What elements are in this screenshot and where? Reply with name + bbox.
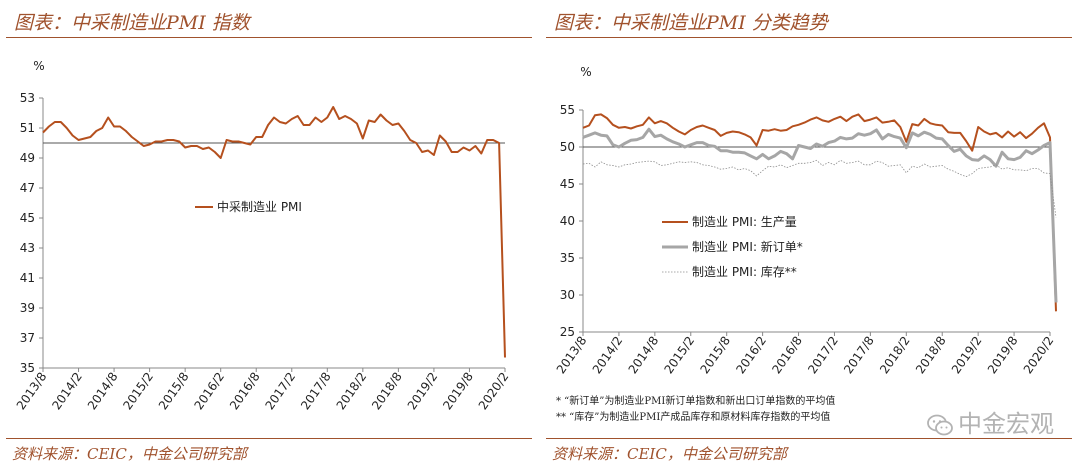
x-tick-label: 2019/2 [405, 370, 441, 413]
legend-label-3: 制造业 PMI: 库存** [692, 264, 797, 279]
legend-label-2: 制造业 PMI: 新订单* [692, 239, 803, 254]
x-tick-label: 2018/2 [877, 334, 913, 377]
x-tick-label: 2017/2 [263, 370, 299, 413]
y-tick-label: 37 [20, 331, 35, 345]
y-axis-unit: % [33, 59, 44, 73]
left-footer-rule [6, 438, 532, 439]
x-tick-label: 2018/2 [334, 370, 370, 413]
watermark-text: 中金宏观 [958, 410, 1054, 438]
y-tick-label: 55 [560, 103, 575, 117]
x-tick-label: 2017/8 [298, 370, 334, 413]
x-tick-label: 2017/2 [805, 334, 841, 377]
y-tick-label: 53 [20, 91, 35, 105]
y-tick-label: 43 [20, 241, 35, 255]
x-tick-label: 2013/8 [14, 370, 50, 413]
x-tick-label: 2019/8 [985, 334, 1021, 377]
x-tick-label: 2016/8 [227, 370, 263, 413]
footnote-inventory: ** “库存”为制造业PMI产成品库存和原材料库存指数的平均值 [556, 412, 831, 423]
x-tick-label: 2018/8 [913, 334, 949, 377]
right-title-rule [546, 37, 1072, 38]
left-title-rule [6, 37, 532, 38]
x-tick-label: 2016/2 [191, 370, 227, 413]
y-tick-label: 47 [20, 181, 35, 195]
y-tick-label: 50 [560, 140, 575, 154]
x-tick-label: 2020/2 [476, 370, 512, 413]
x-tick-label: 2015/2 [662, 334, 698, 377]
x-tick-label: 2016/8 [769, 334, 805, 377]
x-tick-label: 2017/8 [841, 334, 877, 377]
legend-label-1: 中采制造业 PMI [217, 199, 302, 214]
y-tick-label: 45 [560, 177, 575, 191]
wechat-icon [927, 414, 953, 436]
y-tick-label: 45 [20, 211, 35, 225]
x-tick-label: 2015/8 [156, 370, 192, 413]
series-line-3 [582, 159, 1057, 218]
x-tick-label: 2016/2 [733, 334, 769, 377]
left-source-note: 资料来源：CEIC，中金公司研究部 [12, 445, 247, 463]
x-tick-label: 2013/8 [554, 334, 590, 377]
x-tick-label: 2019/8 [440, 370, 476, 413]
legend-label-1: 制造业 PMI: 生产量 [692, 215, 797, 229]
x-tick-label: 2014/8 [626, 334, 662, 377]
y-tick-label: 35 [560, 251, 575, 265]
y-axis-unit: % [580, 65, 591, 79]
y-tick-label: 39 [20, 301, 35, 315]
series-line-1 [582, 113, 1057, 312]
y-tick-label: 40 [560, 214, 575, 228]
x-tick-label: 2014/8 [85, 370, 121, 413]
right-chart-title: 图表：中采制造业PMI 分类趋势 [554, 12, 828, 34]
right-panel: 图表：中采制造业PMI 分类趋势 25 30 35 40 45 50 55% 2013/8 20… [540, 0, 1080, 469]
x-tick-label: 2020/2 [1021, 334, 1057, 377]
y-tick-label: 41 [20, 271, 35, 285]
x-tick-label: 2014/2 [49, 370, 85, 413]
series-line-2 [582, 127, 1058, 303]
series-line-1 [42, 106, 506, 358]
left-panel: 图表：中采制造业PMI 指数 35 37 39 41 43 45 47 49 51 53% 2013… [6, 12, 532, 463]
x-tick-label: 2019/2 [949, 334, 985, 377]
right-source-note: 资料来源：CEIC，中金公司研究部 [552, 445, 787, 463]
right-footer-rule [546, 438, 1072, 439]
y-tick-label: 35 [20, 361, 35, 375]
y-tick-label: 30 [560, 288, 575, 302]
y-tick-label: 25 [560, 325, 575, 339]
y-tick-label: 51 [20, 121, 35, 135]
x-tick-label: 2018/8 [369, 370, 405, 413]
x-tick-label: 2015/8 [697, 334, 733, 377]
x-tick-label: 2015/2 [120, 370, 156, 413]
x-tick-label: 2014/2 [590, 334, 626, 377]
left-chart-title: 图表：中采制造业PMI 指数 [14, 12, 250, 34]
y-tick-label: 49 [20, 151, 35, 165]
watermark: 中金宏观 [926, 404, 1054, 439]
footnote-new-orders: * “新订单”为制造业PMI新订单指数和新出口订单指数的平均值 [556, 396, 836, 407]
